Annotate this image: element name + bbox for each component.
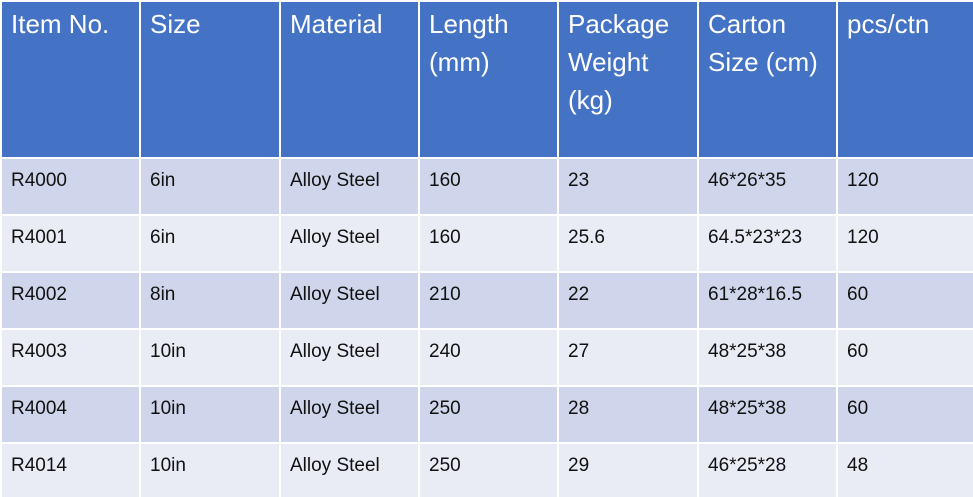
table-cell: 48*25*38: [697, 328, 838, 387]
table-row: R4000 6in Alloy Steel 160 23 46*26*35 120: [0, 157, 973, 216]
table-cell: 60: [836, 271, 973, 330]
header-cell: Size: [139, 0, 281, 159]
table-row: R4002 8in Alloy Steel 210 22 61*28*16.5 60: [0, 271, 973, 330]
table-cell: 22: [557, 271, 699, 330]
table-cell: 240: [418, 328, 559, 387]
table-cell: Alloy Steel: [279, 214, 420, 273]
table-cell: Alloy Steel: [279, 157, 420, 216]
table-cell: 6in: [139, 157, 281, 216]
table-cell: 46*26*35: [697, 157, 838, 216]
table-cell: 10in: [139, 328, 281, 387]
table-cell: 250: [418, 385, 559, 444]
table-row: R4003 10in Alloy Steel 240 27 48*25*38 60: [0, 328, 973, 387]
table-cell: 250: [418, 442, 559, 497]
table-cell: Alloy Steel: [279, 328, 420, 387]
table-cell: 10in: [139, 385, 281, 444]
table-cell: 210: [418, 271, 559, 330]
header-cell: Item No.: [0, 0, 141, 159]
header-cell: Carton Size (cm): [697, 0, 838, 159]
table-cell: 48: [836, 442, 973, 497]
header-cell: pcs/ctn: [836, 0, 973, 159]
header-cell: Length (mm): [418, 0, 559, 159]
table-row: R4014 10in Alloy Steel 250 29 46*25*28 48: [0, 442, 973, 497]
table-cell: R4000: [0, 157, 141, 216]
table-cell: Alloy Steel: [279, 385, 420, 444]
table-cell: R4003: [0, 328, 141, 387]
table-cell: 48*25*38: [697, 385, 838, 444]
table-cell: Alloy Steel: [279, 442, 420, 497]
table-cell: R4001: [0, 214, 141, 273]
header-cell: Material: [279, 0, 420, 159]
table-row: R4001 6in Alloy Steel 160 25.6 64.5*23*23 120: [0, 214, 973, 273]
table-cell: 160: [418, 157, 559, 216]
table-cell: 46*25*28: [697, 442, 838, 497]
table-body: R4000 6in Alloy Steel 160 23 46*26*35 120 R4001…: [0, 157, 973, 497]
table-cell: 61*28*16.5: [697, 271, 838, 330]
table-cell: 120: [836, 214, 973, 273]
table-cell: R4004: [0, 385, 141, 444]
table-cell: 25.6: [557, 214, 699, 273]
table-cell: 27: [557, 328, 699, 387]
table-cell: 10in: [139, 442, 281, 497]
header-row: Item No. Size Material Length (mm) Package W…: [0, 0, 973, 159]
table-cell: 160: [418, 214, 559, 273]
table-cell: 23: [557, 157, 699, 216]
table-row: R4004 10in Alloy Steel 250 28 48*25*38 60: [0, 385, 973, 444]
table-cell: 28: [557, 385, 699, 444]
table-cell: R4014: [0, 442, 141, 497]
header-cell: Package Weight (kg): [557, 0, 699, 159]
table-cell: 120: [836, 157, 973, 216]
table-cell: Alloy Steel: [279, 271, 420, 330]
table-cell: 6in: [139, 214, 281, 273]
table-cell: R4002: [0, 271, 141, 330]
table-cell: 64.5*23*23: [697, 214, 838, 273]
table-cell: 60: [836, 328, 973, 387]
table-cell: 8in: [139, 271, 281, 330]
table-cell: 60: [836, 385, 973, 444]
table-cell: 29: [557, 442, 699, 497]
